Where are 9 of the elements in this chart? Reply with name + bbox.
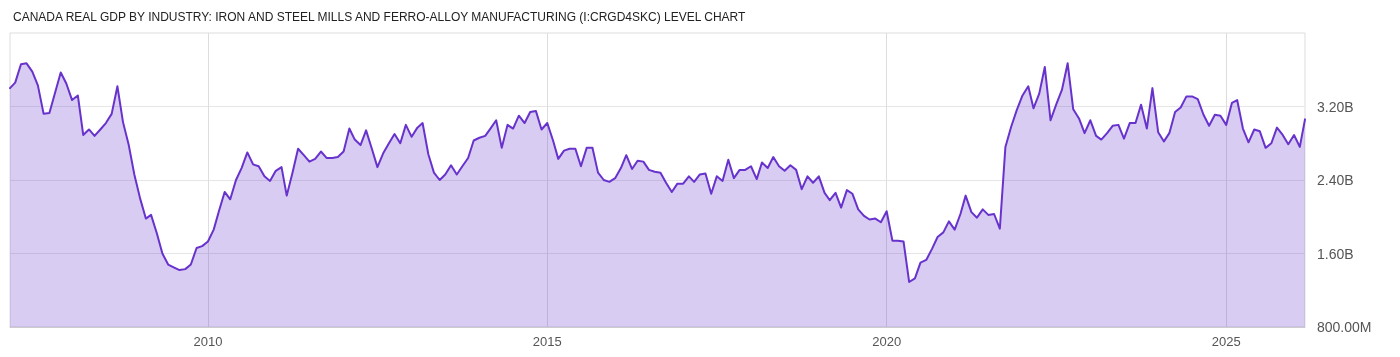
x-tick-label: 2010 [193,334,223,349]
y-tick-label: 800.00M [1317,319,1372,335]
y-tick-label: 1.60B [1317,245,1354,262]
y-tick-label: 3.20B [1317,98,1354,115]
x-tick-label: 2025 [1211,334,1241,349]
y-tick-label: 2.40B [1317,172,1354,188]
x-tick-label: 2015 [532,334,562,349]
x-tick-label: 2020 [872,334,902,349]
chart-title: CANADA REAL GDP BY INDUSTRY: IRON AND STEEL MILLS AND FERRO-ALLOY MANUFACTURING (I:CRGD4SKC) LEVEL CHART [13,10,747,24]
